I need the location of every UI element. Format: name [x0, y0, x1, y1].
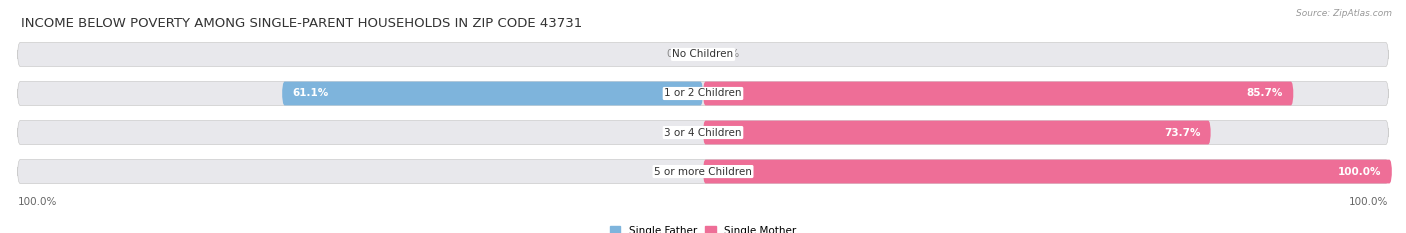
- Text: 5 or more Children: 5 or more Children: [654, 167, 752, 177]
- FancyBboxPatch shape: [17, 159, 1389, 184]
- Legend: Single Father, Single Mother: Single Father, Single Mother: [606, 222, 800, 233]
- Text: 100.0%: 100.0%: [1350, 197, 1389, 207]
- Text: 0.0%: 0.0%: [666, 127, 693, 137]
- Text: 100.0%: 100.0%: [1339, 167, 1382, 177]
- FancyBboxPatch shape: [17, 81, 1389, 106]
- Text: 0.0%: 0.0%: [666, 49, 693, 59]
- Text: Source: ZipAtlas.com: Source: ZipAtlas.com: [1296, 9, 1392, 18]
- FancyBboxPatch shape: [17, 120, 1389, 145]
- FancyBboxPatch shape: [283, 82, 703, 105]
- FancyBboxPatch shape: [17, 42, 1389, 67]
- Text: 1 or 2 Children: 1 or 2 Children: [664, 89, 742, 99]
- FancyBboxPatch shape: [703, 160, 1392, 183]
- Text: 3 or 4 Children: 3 or 4 Children: [664, 127, 742, 137]
- Text: 100.0%: 100.0%: [17, 197, 56, 207]
- Text: 0.0%: 0.0%: [713, 49, 740, 59]
- Text: 85.7%: 85.7%: [1247, 89, 1284, 99]
- Text: 61.1%: 61.1%: [292, 89, 329, 99]
- FancyBboxPatch shape: [703, 82, 1294, 105]
- Text: 73.7%: 73.7%: [1164, 127, 1201, 137]
- Text: INCOME BELOW POVERTY AMONG SINGLE-PARENT HOUSEHOLDS IN ZIP CODE 43731: INCOME BELOW POVERTY AMONG SINGLE-PARENT…: [21, 17, 582, 30]
- FancyBboxPatch shape: [703, 121, 1211, 144]
- Text: No Children: No Children: [672, 49, 734, 59]
- Text: 0.0%: 0.0%: [666, 167, 693, 177]
